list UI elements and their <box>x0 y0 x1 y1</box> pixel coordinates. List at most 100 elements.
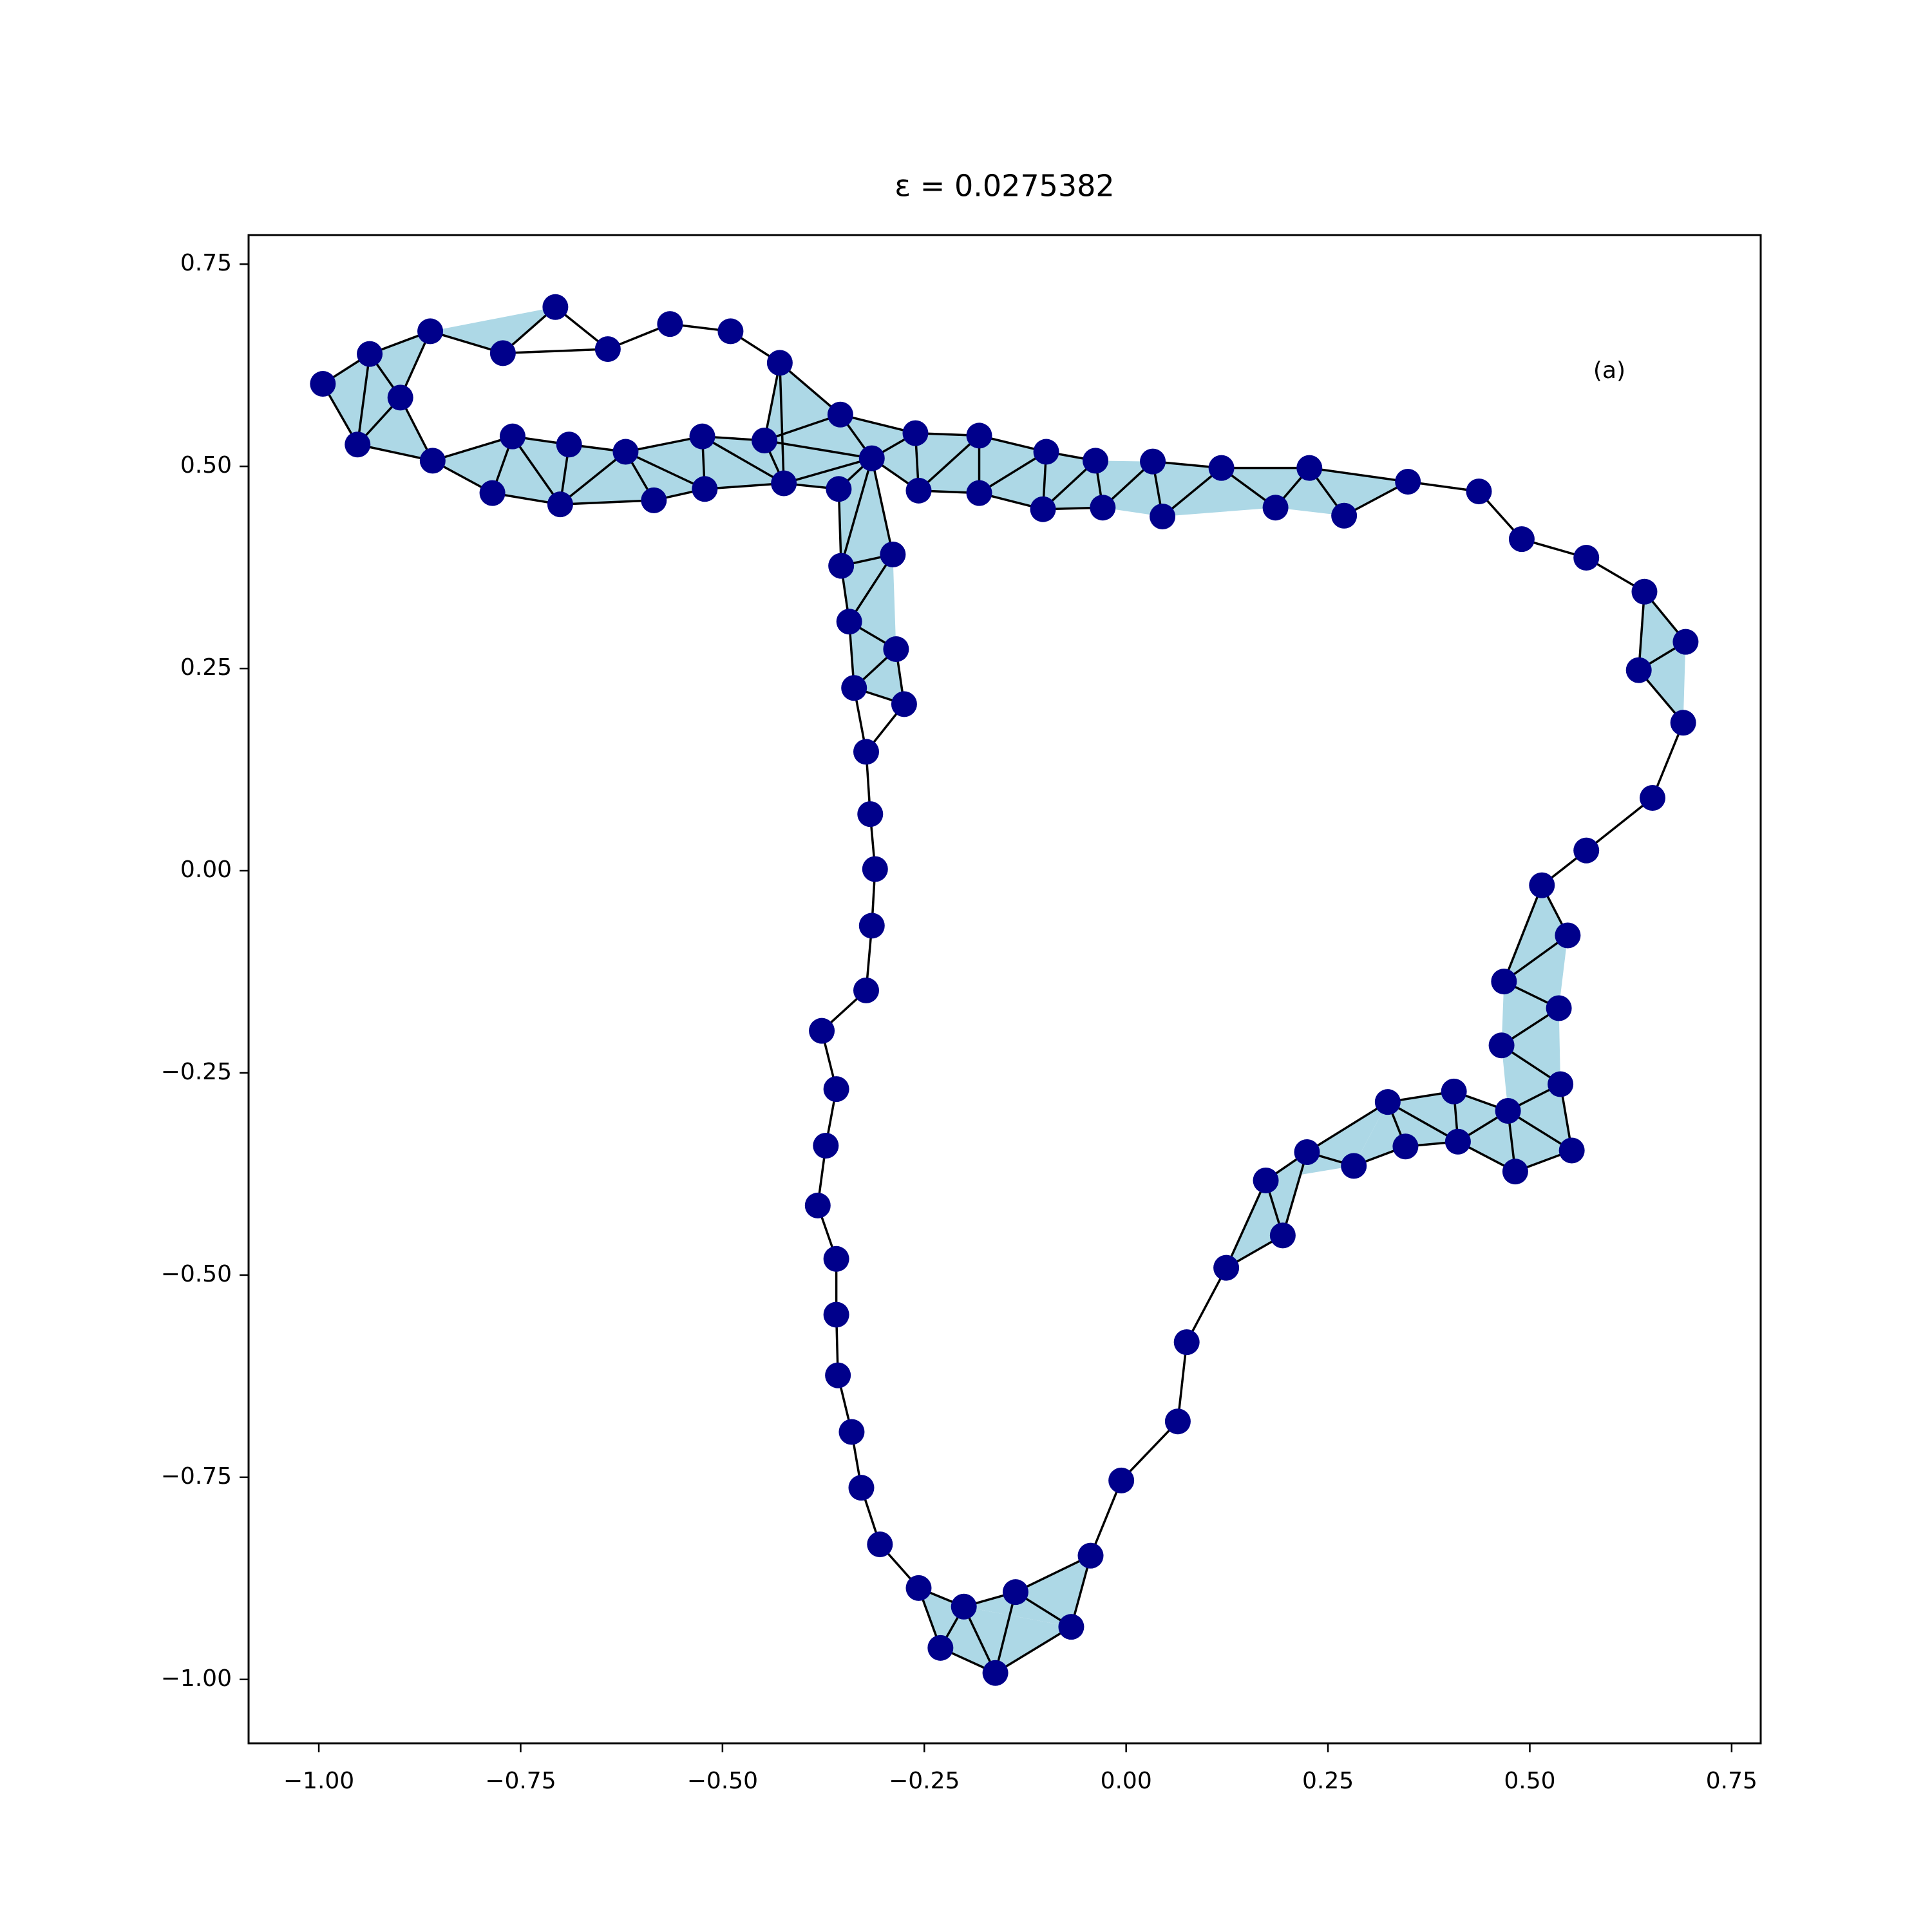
simplex-edge <box>779 363 785 484</box>
node <box>1331 502 1358 529</box>
simplex-face <box>1275 468 1345 516</box>
node <box>556 431 582 458</box>
simplex-edge <box>848 554 894 623</box>
node <box>752 427 778 453</box>
simplex-edge <box>918 435 980 492</box>
plot-frame <box>247 234 1762 1745</box>
node <box>1030 496 1056 522</box>
simplex-face <box>1162 468 1276 517</box>
node <box>766 350 793 376</box>
node <box>1466 478 1492 505</box>
simplex-face <box>841 554 893 622</box>
simplex-edge <box>1015 1555 1092 1593</box>
node <box>858 913 885 939</box>
node <box>1502 1159 1528 1185</box>
node <box>692 476 718 502</box>
simplex-edge <box>560 499 654 506</box>
simplex-face <box>871 433 919 491</box>
node <box>689 423 715 450</box>
node <box>1374 1089 1401 1115</box>
y-tick-label: −0.75 <box>161 1463 232 1490</box>
simplex-face <box>432 436 513 493</box>
node <box>828 553 855 579</box>
node <box>1573 837 1600 864</box>
x-tick-label: 0.00 <box>1101 1768 1152 1794</box>
y-tick-label: 0.25 <box>180 654 232 681</box>
simplex-face <box>841 458 893 566</box>
simplex-edge <box>994 1591 1017 1674</box>
simplex-edge <box>1089 1480 1122 1557</box>
node <box>1262 495 1289 521</box>
node <box>1294 1139 1320 1166</box>
node <box>1573 545 1600 571</box>
simplex-edge <box>1306 1101 1388 1153</box>
node <box>1529 872 1555 898</box>
node <box>1090 495 1116 521</box>
node <box>982 1660 1009 1686</box>
simplex-edge <box>840 413 916 435</box>
simplex-edge <box>779 362 842 416</box>
x-tick-label: −0.50 <box>687 1768 758 1794</box>
node <box>857 801 884 828</box>
node <box>717 318 744 345</box>
y-tick-label: −0.50 <box>161 1261 232 1287</box>
node <box>823 1076 849 1103</box>
simplex-face <box>512 436 569 505</box>
node <box>1164 1408 1191 1435</box>
node <box>1441 1078 1467 1104</box>
simplex-face <box>560 451 654 505</box>
x-tick-label: −0.25 <box>889 1768 960 1794</box>
simplex-edge <box>1225 1180 1267 1269</box>
node <box>1444 1128 1471 1155</box>
node <box>1033 439 1059 465</box>
simplex-face <box>1043 460 1103 509</box>
simplex-face <box>702 436 784 489</box>
node <box>357 341 383 367</box>
simplex-face <box>1504 935 1568 1009</box>
node <box>1488 1032 1515 1059</box>
simplex-face <box>1095 460 1153 508</box>
node <box>1173 1329 1200 1356</box>
node <box>1508 526 1535 553</box>
simplex-edge <box>625 435 703 453</box>
simplex-face <box>1501 1045 1561 1111</box>
y-tick-label: 0.50 <box>180 452 232 478</box>
node <box>858 445 885 471</box>
node <box>1269 1222 1296 1249</box>
simplex-face <box>492 436 560 505</box>
simplex-edge <box>1120 1420 1179 1482</box>
y-tick-label: 0.00 <box>180 857 232 883</box>
simplex-edge <box>871 458 895 555</box>
node <box>612 439 639 465</box>
simplex-face <box>1508 1084 1572 1151</box>
node <box>1625 657 1652 683</box>
node <box>1002 1579 1028 1605</box>
simplex-edge <box>1387 1101 1459 1143</box>
simplex-face <box>849 621 896 688</box>
node <box>825 1362 851 1388</box>
simplex-edge <box>1282 1151 1309 1236</box>
simplex-edge <box>559 451 627 506</box>
node <box>542 294 569 320</box>
node <box>853 739 880 765</box>
node <box>310 371 336 397</box>
simplex-edge <box>625 450 706 490</box>
node <box>891 691 917 717</box>
node <box>880 542 906 568</box>
node <box>771 470 797 497</box>
simplex-edge <box>1502 884 1543 982</box>
node <box>826 476 852 502</box>
node <box>489 340 516 366</box>
node <box>1392 1133 1419 1160</box>
node <box>1558 1137 1585 1164</box>
node <box>594 336 621 363</box>
node <box>1395 469 1421 495</box>
node <box>1140 448 1166 475</box>
simplex-edge <box>994 1625 1072 1674</box>
node <box>1546 995 1572 1021</box>
simplex-face <box>1638 641 1686 723</box>
node <box>641 487 667 513</box>
simplex-face <box>1457 1110 1515 1172</box>
simplex-edge <box>764 439 873 460</box>
node <box>387 384 413 411</box>
